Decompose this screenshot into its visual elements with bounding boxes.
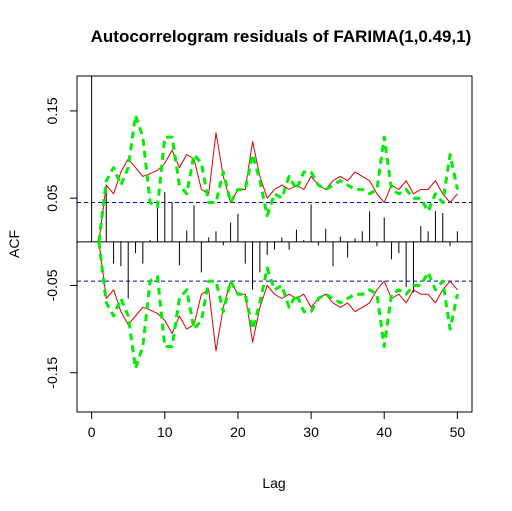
x-tick-label: 30 xyxy=(303,424,319,440)
x-axis: 0 10 20 30 40 50 xyxy=(88,412,466,440)
chart-title: Autocorrelogram residuals of FARIMA(1,0.… xyxy=(91,27,472,46)
y-tick-label: -0.15 xyxy=(44,357,60,389)
confidence-bounds xyxy=(77,202,472,282)
red-lower-line xyxy=(98,241,458,352)
x-axis-label: Lag xyxy=(262,475,285,491)
y-axis: -0.15 -0.05 0.05 0.15 xyxy=(44,97,77,389)
green-upper-line xyxy=(97,113,459,242)
red-upper-line xyxy=(98,132,458,242)
x-tick-label: 0 xyxy=(88,424,96,440)
acf-bars xyxy=(77,76,472,299)
x-tick-label: 10 xyxy=(157,424,173,440)
y-tick-label: 0.15 xyxy=(44,97,60,124)
green-lower-line xyxy=(97,241,459,370)
y-axis-label: ACF xyxy=(6,230,22,258)
y-tick-label: 0.05 xyxy=(44,184,60,211)
plot-frame xyxy=(76,75,473,413)
green-dashed-envelope xyxy=(97,113,459,370)
x-tick-label: 40 xyxy=(376,424,392,440)
x-tick-label: 50 xyxy=(450,424,466,440)
red-envelope xyxy=(98,132,458,352)
x-tick-label: 20 xyxy=(230,424,246,440)
y-tick-label: -0.05 xyxy=(44,269,60,301)
